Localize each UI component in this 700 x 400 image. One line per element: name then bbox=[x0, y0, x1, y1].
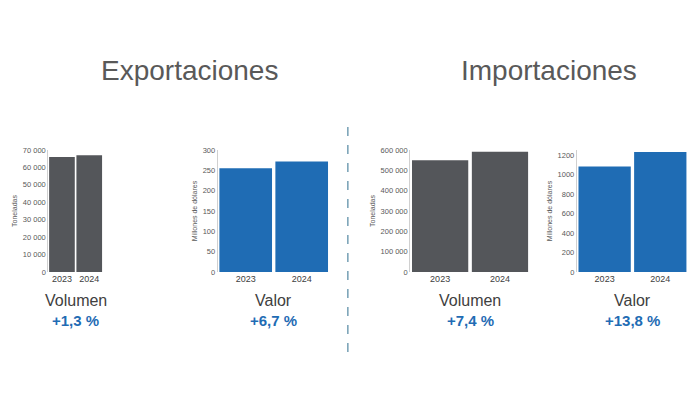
svg-text:Volumen: Volumen bbox=[45, 292, 107, 309]
svg-text:2024: 2024 bbox=[490, 274, 510, 284]
svg-text:+1,3 %: +1,3 % bbox=[52, 312, 99, 329]
svg-text:2023: 2023 bbox=[236, 274, 256, 284]
svg-text:1000: 1000 bbox=[558, 170, 575, 179]
svg-text:400: 400 bbox=[562, 229, 575, 238]
svg-text:Exportaciones: Exportaciones bbox=[101, 55, 278, 86]
svg-text:600 000: 600 000 bbox=[381, 146, 408, 155]
svg-text:50: 50 bbox=[207, 247, 215, 256]
svg-text:300: 300 bbox=[203, 146, 216, 155]
svg-text:20 000: 20 000 bbox=[23, 233, 46, 242]
svg-text:40 000: 40 000 bbox=[23, 198, 46, 207]
svg-text:0: 0 bbox=[211, 268, 215, 277]
svg-text:0: 0 bbox=[404, 268, 408, 277]
svg-text:Volumen: Volumen bbox=[439, 292, 501, 309]
svg-text:250: 250 bbox=[203, 166, 216, 175]
svg-text:200: 200 bbox=[562, 248, 575, 257]
svg-text:2023: 2023 bbox=[52, 274, 72, 284]
svg-text:300 000: 300 000 bbox=[381, 207, 408, 216]
svg-text:Toneladas: Toneladas bbox=[11, 195, 18, 227]
svg-text:Valor: Valor bbox=[614, 292, 651, 309]
svg-text:Millones de dólares: Millones de dólares bbox=[191, 180, 198, 241]
svg-text:0: 0 bbox=[42, 268, 46, 277]
svg-text:50 000: 50 000 bbox=[23, 180, 46, 189]
svg-text:100 000: 100 000 bbox=[381, 247, 408, 256]
svg-text:0: 0 bbox=[570, 268, 574, 277]
svg-text:70 000: 70 000 bbox=[23, 146, 46, 155]
svg-text:2023: 2023 bbox=[430, 274, 450, 284]
svg-text:1200: 1200 bbox=[558, 151, 575, 160]
svg-text:2023: 2023 bbox=[595, 274, 615, 284]
svg-text:200: 200 bbox=[203, 186, 216, 195]
svg-text:200 000: 200 000 bbox=[381, 227, 408, 236]
svg-text:Valor: Valor bbox=[255, 292, 292, 309]
svg-text:+6,7 %: +6,7 % bbox=[250, 312, 297, 329]
svg-text:2024: 2024 bbox=[650, 274, 670, 284]
svg-text:Importaciones: Importaciones bbox=[461, 55, 637, 86]
svg-text:100: 100 bbox=[203, 227, 216, 236]
svg-text:60 000: 60 000 bbox=[23, 163, 46, 172]
svg-text:+7,4 %: +7,4 % bbox=[447, 312, 494, 329]
svg-text:Millones de dólares: Millones de dólares bbox=[546, 180, 553, 241]
svg-text:400 000: 400 000 bbox=[381, 186, 408, 195]
svg-text:30 000: 30 000 bbox=[23, 215, 46, 224]
svg-text:600: 600 bbox=[562, 209, 575, 218]
svg-text:2024: 2024 bbox=[292, 274, 312, 284]
svg-text:Toneladas: Toneladas bbox=[369, 195, 376, 227]
svg-text:2024: 2024 bbox=[79, 274, 99, 284]
svg-text:150: 150 bbox=[203, 207, 216, 216]
svg-text:500 000: 500 000 bbox=[381, 166, 408, 175]
svg-text:10 000: 10 000 bbox=[23, 250, 46, 259]
svg-text:+13,8 %: +13,8 % bbox=[605, 312, 660, 329]
svg-text:800: 800 bbox=[562, 190, 575, 199]
